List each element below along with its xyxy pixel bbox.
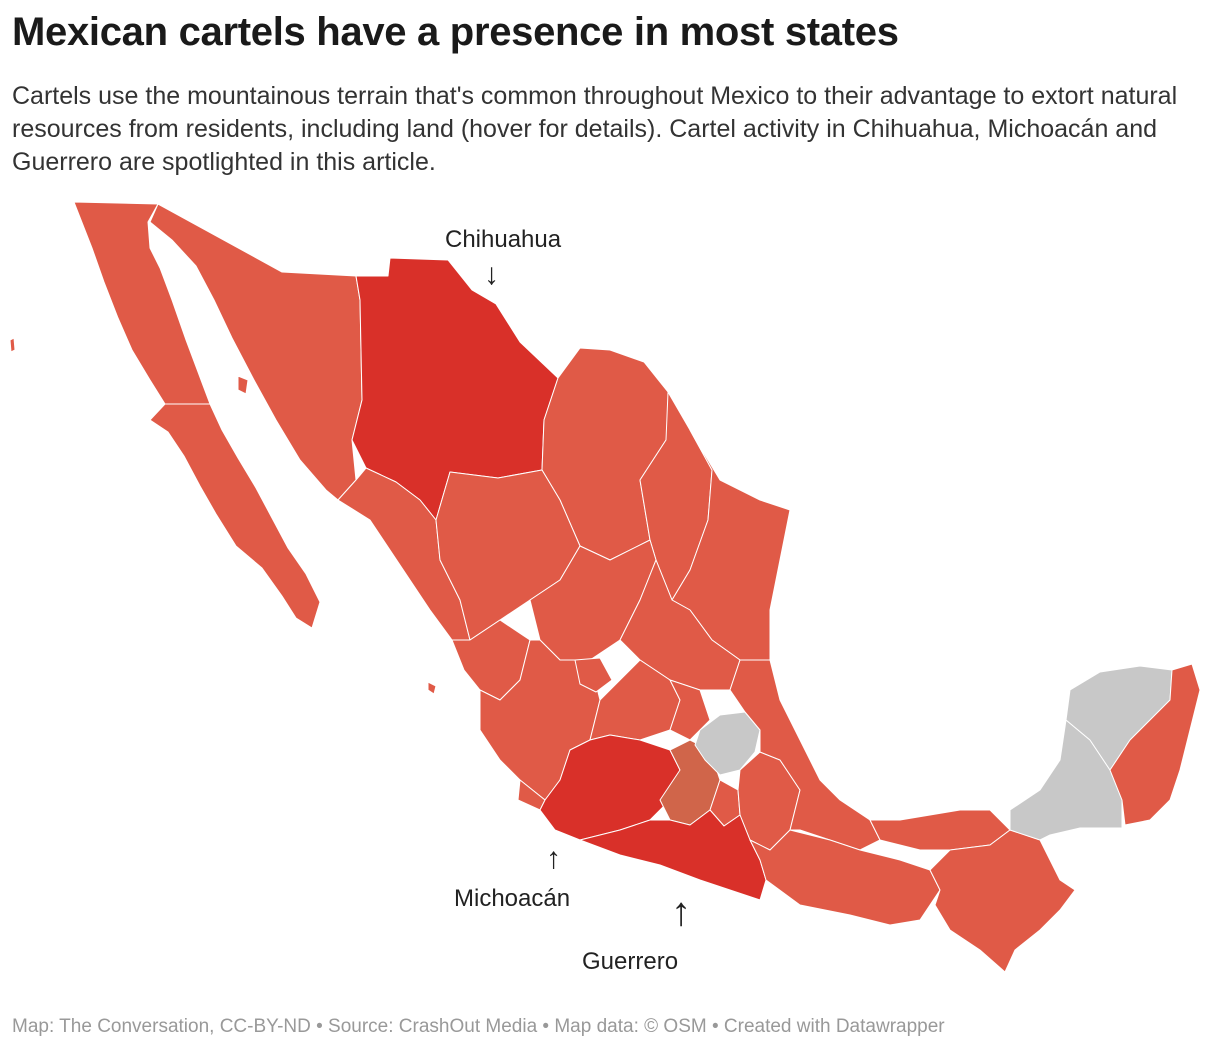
state-baja-california-sur[interactable] [149, 403, 321, 629]
arrow-down-icon: ↓ [484, 258, 499, 291]
annotation-guerrero: Guerrero [582, 948, 679, 975]
state-hidalgo[interactable] [694, 711, 761, 776]
annotation-chihuahua: Chihuahua [445, 226, 562, 253]
arrow-up-icon: ↑ [671, 890, 691, 934]
state-chiapas[interactable] [929, 829, 1076, 973]
state-san-luis-potosi[interactable] [619, 559, 741, 691]
page-title: Mexican cartels have a presence in most … [12, 10, 899, 54]
description: Cartels use the mountainous terrain that… [12, 82, 1178, 176]
annotation-michoacan: Michoacán [454, 885, 571, 912]
mexico-map [9, 201, 1201, 973]
footer-credits: Map: The Conversation, CC-BY-ND • Source… [12, 1016, 945, 1037]
state-quintana-roo[interactable] [1109, 663, 1201, 826]
arrow-up-icon: ↑ [546, 842, 561, 875]
state-aguascalientes[interactable] [574, 657, 613, 693]
state-tabasco[interactable] [869, 809, 1011, 851]
map: Chihuahua ↓ ↑ Michoacán ↑ Guerrero [0, 190, 1220, 990]
island-guadalupe [9, 337, 16, 353]
island-marias [427, 681, 437, 695]
island-tiburon [237, 375, 249, 395]
state-baja-california[interactable] [73, 201, 211, 405]
